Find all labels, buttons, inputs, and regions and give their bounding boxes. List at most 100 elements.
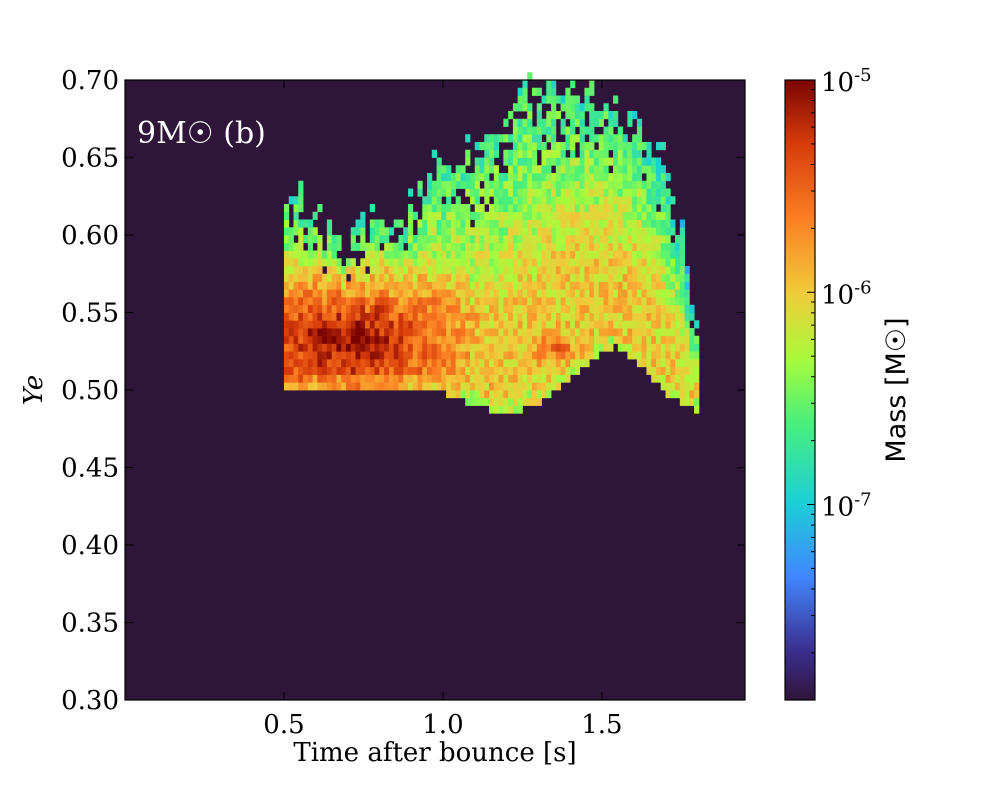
heatmap-cell: [350, 328, 356, 337]
heatmap-cell: [522, 343, 528, 352]
heatmap-cell: [603, 235, 609, 244]
heatmap-cell: [617, 188, 623, 197]
heatmap-cell: [450, 312, 457, 321]
heatmap-cell: [565, 250, 571, 259]
heatmap-cell: [622, 149, 628, 158]
heatmap-cell: [651, 366, 657, 375]
heatmap-cell: [651, 250, 657, 259]
heatmap-cell: [665, 250, 671, 259]
heatmap-cell: [479, 335, 485, 344]
heatmap-cell: [546, 95, 552, 104]
heatmap-cell: [531, 390, 538, 399]
heatmap-cell: [441, 351, 447, 360]
heatmap-cell: [398, 258, 404, 267]
heatmap-cell: [283, 250, 290, 259]
heatmap-cell: [632, 335, 638, 344]
heatmap-cell: [379, 328, 385, 337]
heatmap-cell: [446, 173, 452, 182]
heatmap-cell: [283, 242, 290, 251]
heatmap-cell: [574, 289, 581, 298]
heatmap-cell: [546, 258, 552, 267]
heatmap-cell: [474, 235, 480, 244]
heatmap-cell: [384, 242, 390, 251]
heatmap-cell: [312, 258, 318, 267]
y-axis-ticks: 0.300.350.400.450.500.550.600.650.70: [61, 66, 745, 716]
heatmap-cell: [522, 359, 528, 368]
heatmap-cell: [646, 242, 652, 251]
heatmap-cell: [646, 165, 652, 174]
heatmap-cell: [579, 328, 585, 337]
heatmap-cell: [317, 204, 323, 213]
heatmap-cell: [489, 142, 495, 151]
heatmap-cell: [541, 165, 547, 174]
heatmap-cell: [641, 142, 647, 151]
heatmap-cell: [608, 142, 614, 151]
heatmap-cell: [508, 180, 514, 189]
heatmap-cell: [508, 134, 514, 143]
heatmap-cell: [393, 374, 399, 383]
heatmap-cell: [560, 335, 566, 344]
heatmap-cell: [527, 320, 533, 329]
heatmap-cell: [508, 235, 514, 244]
heatmap-cell: [322, 328, 328, 337]
heatmap-cell: [474, 320, 480, 329]
heatmap-cell: [522, 242, 528, 251]
heatmap-cell: [298, 320, 304, 329]
heatmap-cell: [303, 382, 309, 391]
heatmap-cell: [613, 111, 619, 120]
heatmap-cell: [531, 273, 538, 282]
heatmap-cell: [436, 250, 442, 259]
heatmap-cell: [288, 281, 294, 290]
heatmap-cell: [379, 281, 385, 290]
heatmap-cell: [484, 188, 490, 197]
heatmap-cell: [665, 304, 671, 313]
heatmap-cell: [345, 382, 352, 391]
heatmap-cell: [450, 343, 457, 352]
heatmap-cell: [541, 173, 547, 182]
heatmap-cell: [384, 227, 390, 236]
heatmap-cell: [508, 382, 514, 391]
heatmap-cell: [546, 211, 552, 220]
heatmap-cell: [574, 196, 581, 205]
heatmap-cell: [350, 320, 356, 329]
heatmap-cell: [536, 351, 542, 360]
heatmap-cell: [536, 235, 542, 244]
heatmap-cell: [431, 374, 437, 383]
heatmap-cell: [622, 173, 628, 182]
heatmap-cell: [531, 366, 538, 375]
heatmap-cell: [512, 328, 519, 337]
heatmap-cell: [350, 227, 356, 236]
heatmap-cell: [617, 142, 623, 151]
heatmap-cell: [508, 173, 514, 182]
heatmap-cell: [565, 111, 571, 120]
heatmap-cell: [636, 258, 643, 267]
heatmap-cell: [613, 180, 619, 189]
heatmap-cell: [412, 266, 418, 275]
heatmap-cell: [632, 312, 638, 321]
heatmap-cell: [660, 351, 666, 360]
heatmap-cell: [412, 297, 418, 306]
heatmap-cell: [579, 335, 585, 344]
heatmap-cell: [527, 289, 533, 298]
heatmap-cell: [593, 351, 600, 360]
heatmap-cell: [665, 266, 671, 275]
heatmap-cell: [522, 304, 528, 313]
heatmap-cell: [636, 134, 643, 143]
heatmap-cell: [665, 289, 671, 298]
heatmap-cell: [608, 211, 614, 220]
heatmap-cell: [536, 211, 542, 220]
heatmap-cell: [636, 126, 643, 135]
y-tick-label: 0.30: [61, 686, 119, 716]
heatmap-cell: [570, 204, 576, 213]
heatmap-cell: [441, 250, 447, 259]
heatmap-cell: [555, 111, 561, 120]
heatmap-cell: [446, 204, 452, 213]
heatmap-cell: [374, 297, 380, 306]
heatmap-cell: [527, 72, 533, 81]
heatmap-cell: [465, 211, 471, 220]
heatmap-cell: [593, 211, 600, 220]
heatmap-cell: [641, 320, 647, 329]
heatmap-cell: [322, 273, 328, 282]
heatmap-cell: [546, 196, 552, 205]
heatmap-cell: [531, 351, 538, 360]
